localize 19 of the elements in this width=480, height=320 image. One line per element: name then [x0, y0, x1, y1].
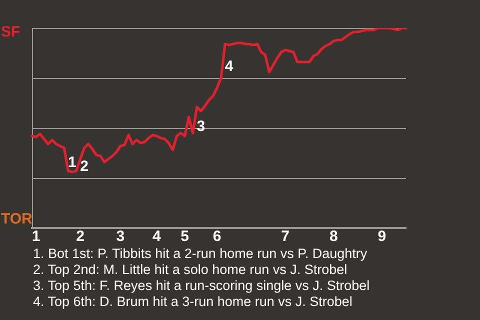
text: SF [1, 24, 20, 41]
annotation: 3 [196, 118, 206, 136]
x-tick-label: 6 [212, 228, 222, 246]
x-tick-label: 2 [76, 228, 84, 246]
text: 2. Top 2nd: M. Little hit a solo home run vs J. Strobel [33, 262, 348, 278]
x-tick-label: 8 [329, 228, 338, 246]
annotation: 1 [68, 154, 76, 172]
x-tick-label: 5 [180, 228, 189, 246]
text: 3. Top 5th: F. Reyes hit a run-scoring single vs J. Strobel [33, 278, 370, 294]
x-tick-label: 4 [152, 228, 162, 246]
x-tick-label: 1 [32, 228, 40, 246]
annotation: 2 [80, 158, 88, 176]
x-tick-label: 9 [378, 228, 386, 246]
annotation: 4 [224, 58, 234, 76]
x-tick-label: 3 [116, 228, 125, 246]
text: 4. Top 6th: D. Brum hit a 3-run home run vs J. Strobel [33, 294, 354, 310]
text: 1. Bot 1st: P. Tibbits hit a 2-run home run vs P. Daughtry [33, 246, 368, 262]
x-tick-label: 7 [281, 228, 290, 246]
text: TOR [1, 210, 33, 228]
